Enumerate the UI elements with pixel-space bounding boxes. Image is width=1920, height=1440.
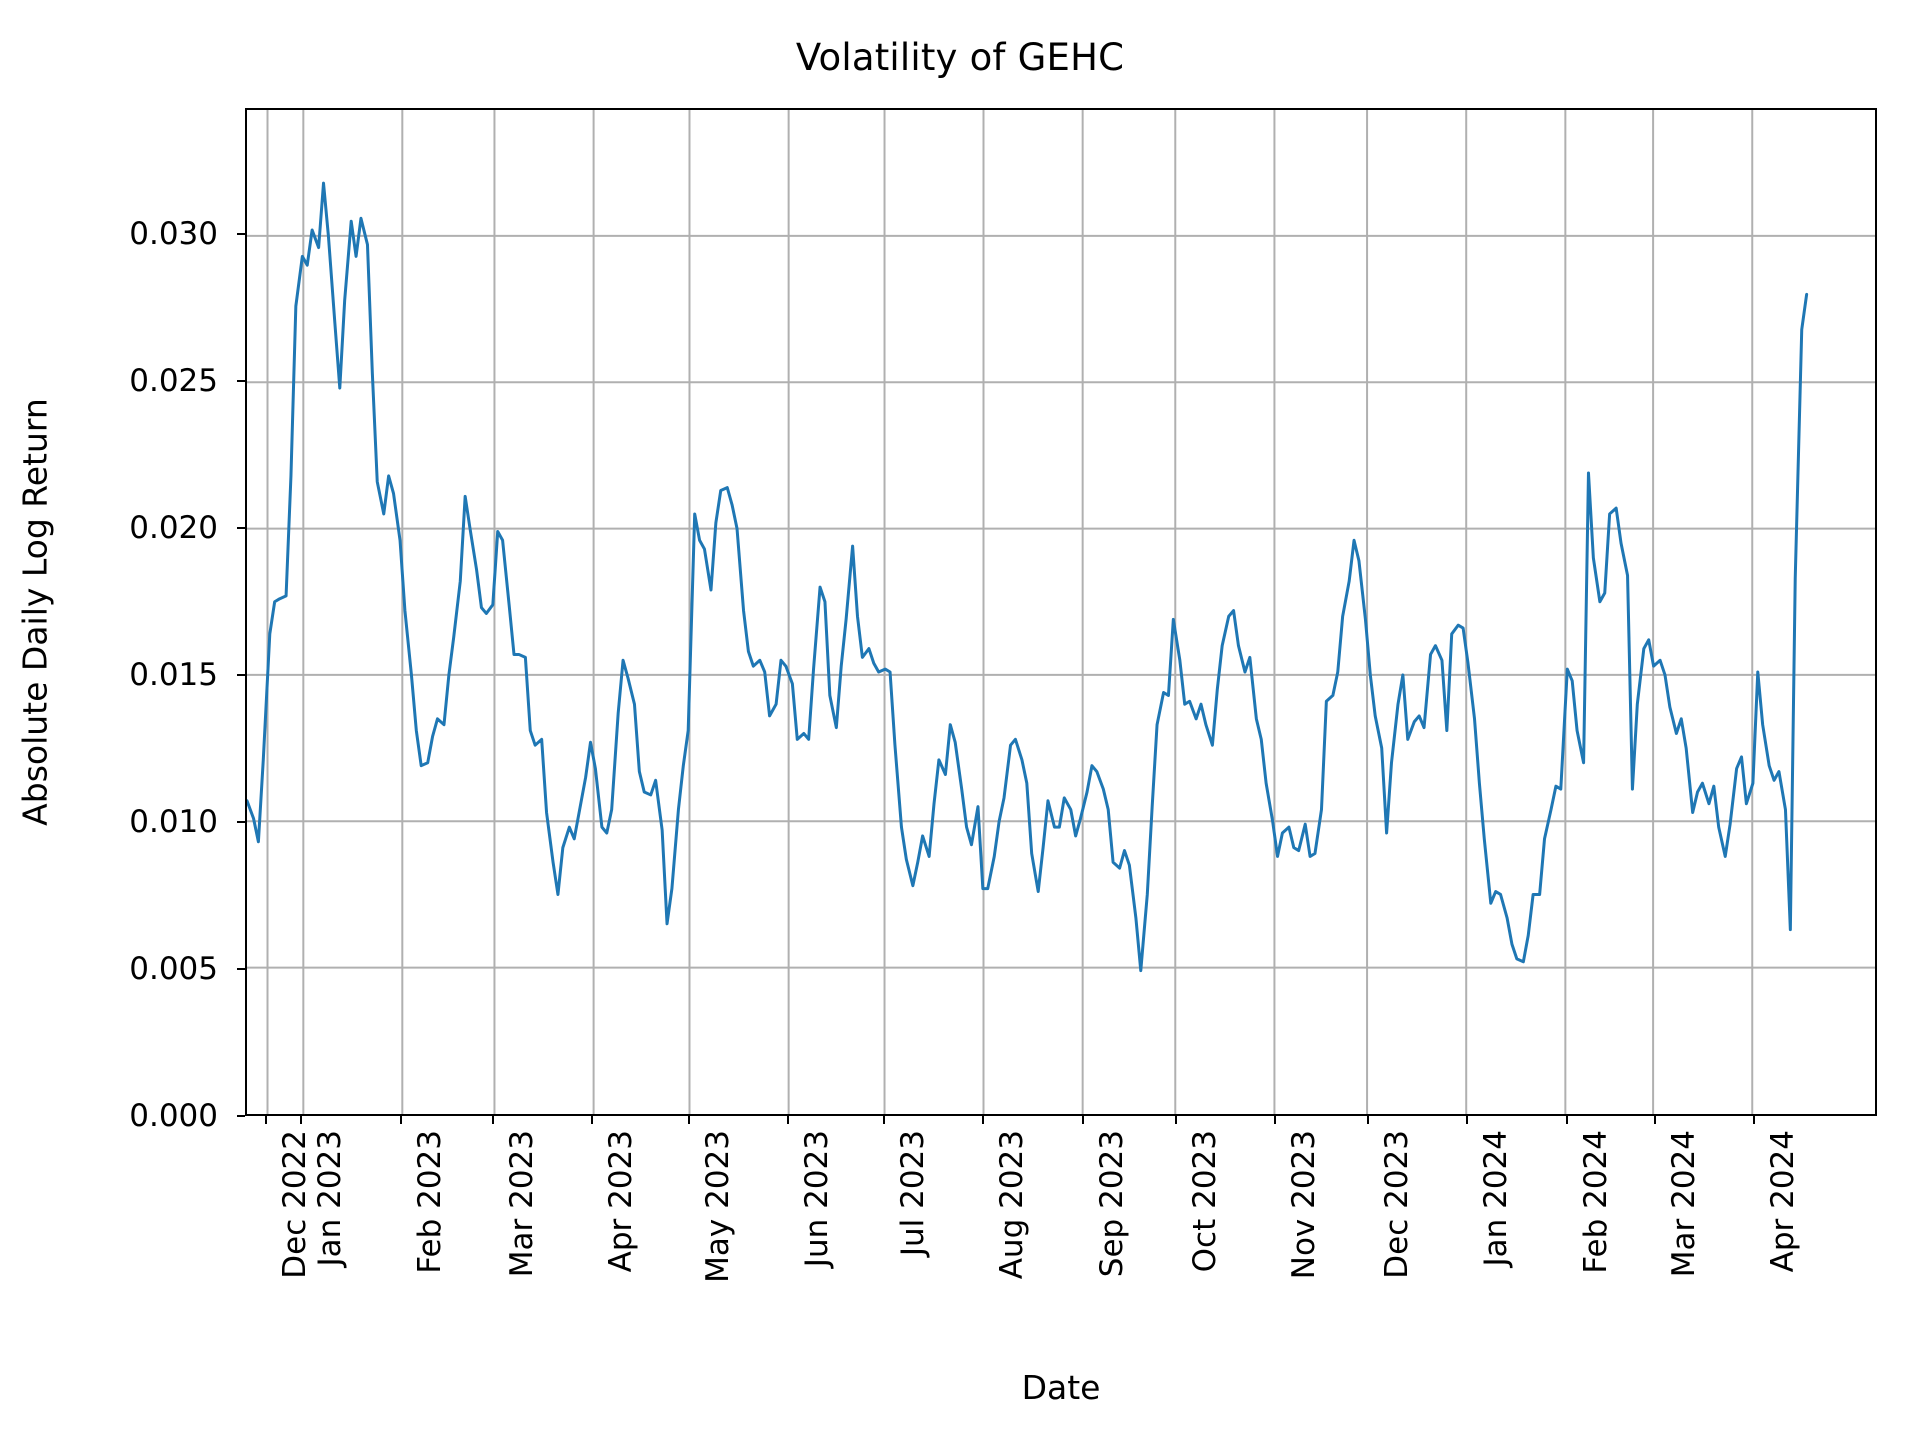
chart-title: Volatility of GEHC <box>795 36 1125 79</box>
x-tick-marks <box>245 1116 1877 1126</box>
x-tick-label-0: Dec 2022 <box>276 1130 313 1279</box>
x-tick-label-1: Jan 2023 <box>312 1130 349 1267</box>
x-tick-label-2: Feb 2023 <box>411 1130 448 1274</box>
y-tick-label-3: 0.015 <box>129 657 218 694</box>
x-tick-labels: Dec 2022 Jan 2023 Feb 2023 Mar 2023 Apr 2023… <box>245 1116 1877 1346</box>
y-tick-label-6: 0.030 <box>129 216 218 253</box>
x-tick-label-13: Jan 2024 <box>1478 1130 1515 1267</box>
x-tick-mark-4 <box>591 1116 594 1124</box>
x-tick-mark-15 <box>1653 1116 1656 1124</box>
y-tick-label-4: 0.020 <box>129 510 218 547</box>
x-tick-label-3: Mar 2023 <box>504 1130 541 1278</box>
x-tick-mark-7 <box>883 1116 886 1124</box>
y-tick-mark-1 <box>237 968 245 971</box>
x-tick-label-12: Dec 2023 <box>1378 1130 1415 1279</box>
x-tick-mark-9 <box>1081 1116 1084 1124</box>
x-tick-label-15: Mar 2024 <box>1665 1130 1702 1278</box>
x-tick-label-9: Sep 2023 <box>1093 1130 1130 1278</box>
y-tick-mark-0 <box>237 1115 245 1117</box>
x-tick-mark-8 <box>982 1116 985 1124</box>
x-tick-label-10: Oct 2023 <box>1186 1130 1223 1273</box>
x-tick-label-4: Apr 2023 <box>603 1130 640 1273</box>
y-tick-mark-3 <box>237 674 245 677</box>
x-tick-mark-5 <box>687 1116 690 1124</box>
x-tick-label-16: Apr 2024 <box>1764 1130 1801 1273</box>
y-tick-mark-5 <box>237 380 245 383</box>
y-tick-mark-6 <box>237 233 245 236</box>
gridlines <box>247 110 1875 1114</box>
x-tick-mark-10 <box>1174 1116 1177 1124</box>
x-tick-mark-2 <box>399 1116 402 1124</box>
y-tick-labels: 0.000 0.005 0.010 0.015 0.020 0.025 0.030 <box>0 108 232 1134</box>
y-tick-label-0: 0.000 <box>129 1098 218 1134</box>
x-tick-label-6: Jun 2023 <box>798 1130 835 1268</box>
y-tick-mark-4 <box>237 527 245 530</box>
x-tick-mark-0 <box>264 1116 267 1124</box>
x-tick-mark-16 <box>1752 1116 1755 1124</box>
volatility-line-chart <box>247 110 1875 1114</box>
x-tick-mark-3 <box>492 1116 495 1124</box>
x-tick-mark-13 <box>1466 1116 1469 1124</box>
x-tick-mark-1 <box>300 1116 303 1124</box>
y-tick-mark-2 <box>237 821 245 824</box>
x-tick-mark-6 <box>786 1116 789 1124</box>
series-line-absolute-daily-log-return <box>247 183 1807 970</box>
x-tick-label-7: Jul 2023 <box>895 1130 932 1257</box>
y-tick-label-1: 0.005 <box>129 951 218 988</box>
x-tick-mark-14 <box>1565 1116 1568 1124</box>
y-tick-label-5: 0.025 <box>129 363 218 400</box>
x-tick-label-14: Feb 2024 <box>1577 1130 1614 1274</box>
y-tick-marks <box>0 108 245 1117</box>
y-tick-label-2: 0.010 <box>129 804 218 841</box>
plot-axes <box>245 108 1877 1116</box>
x-axis-label: Date <box>1021 1368 1101 1407</box>
x-tick-label-5: May 2023 <box>699 1130 736 1283</box>
plot-area <box>247 110 1875 1114</box>
x-tick-label-8: Aug 2023 <box>994 1130 1031 1280</box>
x-tick-mark-11 <box>1273 1116 1276 1124</box>
x-tick-mark-12 <box>1366 1116 1369 1124</box>
x-tick-label-11: Nov 2023 <box>1285 1130 1322 1280</box>
